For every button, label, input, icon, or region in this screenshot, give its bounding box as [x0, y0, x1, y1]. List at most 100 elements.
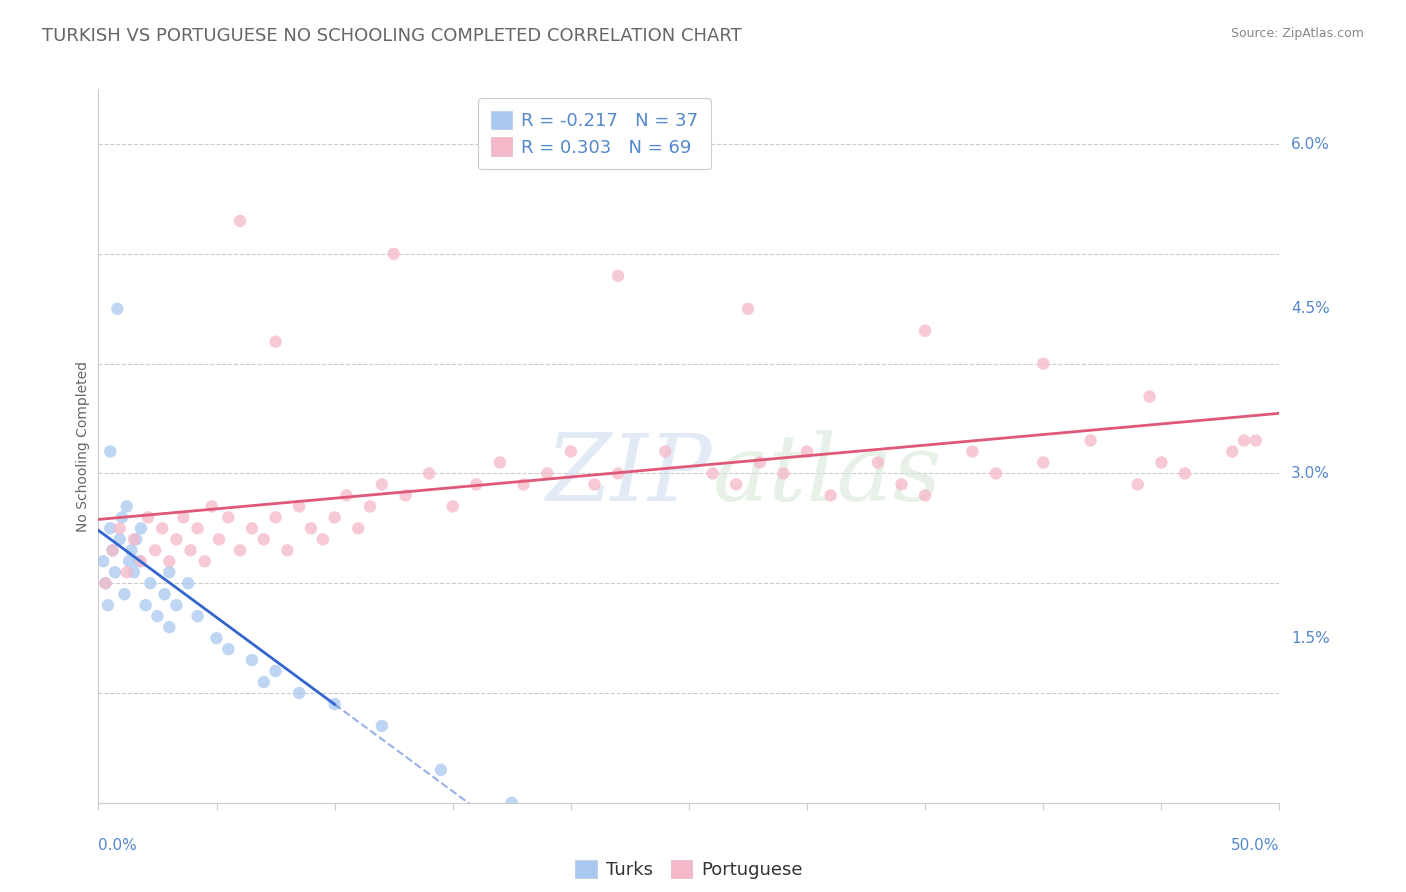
- Point: [108, 533, 131, 547]
- Point: [115, 500, 138, 514]
- Point: [607, 268, 630, 283]
- Point: [201, 500, 224, 514]
- Point: [118, 554, 141, 568]
- Point: [111, 510, 134, 524]
- Point: [1080, 434, 1102, 448]
- Point: [125, 533, 148, 547]
- Point: [129, 521, 152, 535]
- Point: [157, 566, 180, 580]
- Point: [962, 444, 984, 458]
- Point: [323, 510, 346, 524]
- Point: [489, 455, 512, 469]
- Point: [121, 543, 143, 558]
- Point: [371, 477, 394, 491]
- Point: [129, 554, 152, 568]
- Point: [347, 521, 370, 535]
- Point: [1233, 434, 1256, 448]
- Point: [194, 554, 217, 568]
- Point: [157, 554, 180, 568]
- Point: [180, 543, 202, 558]
- Point: [128, 554, 150, 568]
- Point: [748, 455, 770, 469]
- Point: [654, 444, 676, 458]
- Point: [866, 455, 889, 469]
- Point: [143, 543, 166, 558]
- Text: 0.0%: 0.0%: [98, 838, 138, 854]
- Point: [312, 533, 335, 547]
- Y-axis label: No Schooling Completed: No Schooling Completed: [76, 360, 90, 532]
- Point: [796, 444, 818, 458]
- Text: ZIP: ZIP: [546, 430, 713, 519]
- Point: [914, 324, 936, 338]
- Point: [441, 500, 464, 514]
- Point: [335, 488, 357, 502]
- Point: [177, 576, 200, 591]
- Point: [702, 467, 724, 481]
- Point: [914, 488, 936, 502]
- Point: [288, 500, 311, 514]
- Point: [1150, 455, 1173, 469]
- Point: [725, 477, 748, 491]
- Point: [288, 686, 311, 700]
- Point: [229, 214, 252, 228]
- Point: [240, 653, 263, 667]
- Text: atlas: atlas: [713, 430, 942, 519]
- Point: [94, 576, 117, 591]
- Point: [276, 543, 298, 558]
- Point: [205, 631, 228, 645]
- Point: [136, 510, 159, 524]
- Point: [91, 554, 114, 568]
- Point: [122, 533, 145, 547]
- Point: [264, 664, 287, 678]
- Point: [1220, 444, 1243, 458]
- Point: [1032, 455, 1054, 469]
- Point: [108, 521, 131, 535]
- Point: [98, 444, 121, 458]
- Point: [984, 467, 1007, 481]
- Point: [139, 576, 162, 591]
- Point: [157, 620, 180, 634]
- Point: [465, 477, 488, 491]
- Point: [172, 510, 194, 524]
- Point: [240, 521, 263, 535]
- Text: 50.0%: 50.0%: [1232, 838, 1279, 854]
- Point: [153, 587, 176, 601]
- Point: [264, 334, 287, 349]
- Point: [101, 543, 124, 558]
- Point: [146, 609, 169, 624]
- Text: 3.0%: 3.0%: [1291, 466, 1330, 481]
- Point: [217, 510, 239, 524]
- Text: 1.5%: 1.5%: [1291, 631, 1330, 646]
- Point: [1139, 390, 1161, 404]
- Point: [135, 598, 157, 612]
- Point: [150, 521, 173, 535]
- Point: [187, 521, 209, 535]
- Point: [1244, 434, 1267, 448]
- Point: [101, 543, 124, 558]
- Text: TURKISH VS PORTUGUESE NO SCHOOLING COMPLETED CORRELATION CHART: TURKISH VS PORTUGUESE NO SCHOOLING COMPL…: [42, 27, 742, 45]
- Text: 6.0%: 6.0%: [1291, 136, 1330, 152]
- Point: [820, 488, 842, 502]
- Point: [253, 533, 276, 547]
- Point: [323, 697, 346, 711]
- Point: [217, 642, 239, 657]
- Point: [890, 477, 912, 491]
- Point: [187, 609, 209, 624]
- Point: [97, 598, 120, 612]
- Point: [94, 576, 117, 591]
- Point: [501, 796, 523, 810]
- Point: [1174, 467, 1197, 481]
- Point: [737, 301, 759, 316]
- Point: [115, 566, 138, 580]
- Point: [253, 675, 276, 690]
- Point: [382, 247, 405, 261]
- Point: [512, 477, 534, 491]
- Point: [208, 533, 231, 547]
- Point: [394, 488, 416, 502]
- Point: [583, 477, 606, 491]
- Text: Source: ZipAtlas.com: Source: ZipAtlas.com: [1230, 27, 1364, 40]
- Point: [430, 763, 453, 777]
- Point: [536, 467, 558, 481]
- Point: [165, 598, 187, 612]
- Point: [1126, 477, 1149, 491]
